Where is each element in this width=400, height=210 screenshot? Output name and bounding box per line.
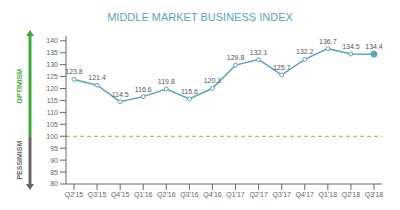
svg-text:123.8: 123.8 [65,68,83,75]
svg-text:Q3'15: Q3'15 [88,191,107,199]
svg-text:140: 140 [46,37,58,44]
svg-text:90: 90 [50,157,58,164]
svg-text:121.4: 121.4 [88,74,106,81]
svg-text:119.8: 119.8 [158,78,175,85]
svg-text:120.1: 120.1 [204,77,222,84]
svg-text:132.2: 132.2 [296,48,314,55]
svg-text:125: 125 [46,73,58,80]
svg-text:95: 95 [50,145,58,152]
svg-text:Q2'15: Q2'15 [65,191,84,199]
svg-text:136.7: 136.7 [319,38,337,45]
svg-text:130: 130 [46,61,58,68]
svg-text:80: 80 [50,180,58,187]
svg-text:116.6: 116.6 [135,86,152,93]
svg-text:132.1: 132.1 [250,49,268,56]
svg-text:Q3'16: Q3'16 [180,191,199,199]
svg-text:100: 100 [46,133,58,140]
svg-text:85: 85 [50,169,58,176]
svg-text:Q2'16: Q2'16 [157,191,176,199]
svg-text:Q4'17: Q4'17 [296,191,315,199]
svg-text:Q2'18: Q2'18 [342,191,361,199]
svg-text:Q4'15: Q4'15 [111,191,130,199]
svg-text:115.6: 115.6 [181,88,198,95]
svg-text:134.4: 134.4 [365,43,383,50]
svg-text:Q1'17: Q1'17 [226,191,245,199]
svg-text:114.5: 114.5 [112,91,129,98]
svg-text:129.8: 129.8 [227,54,245,61]
svg-text:134.5: 134.5 [342,43,360,50]
svg-text:Q1'16: Q1'16 [134,191,153,199]
svg-text:OPTIMISM: OPTIMISM [17,69,24,104]
svg-text:105: 105 [46,121,58,128]
svg-text:Q3'18: Q3'18 [365,191,384,199]
svg-text:Q1'18: Q1'18 [319,191,338,199]
svg-text:Q3'17: Q3'17 [272,191,291,199]
svg-text:125.7: 125.7 [273,64,291,71]
svg-text:Q4'16: Q4'16 [203,191,222,199]
svg-text:135: 135 [46,49,58,56]
html-text:MIDDLE MARKET BUSINESS INDEX: MIDDLE MARKET BUSINESS INDEX [107,11,293,23]
svg-text:Q2'17: Q2'17 [249,191,268,199]
svg-text:PESSIMISM: PESSIMISM [17,141,24,180]
svg-text:120: 120 [46,85,58,92]
svg-text:115: 115 [47,97,58,104]
svg-text:110: 110 [47,109,58,116]
